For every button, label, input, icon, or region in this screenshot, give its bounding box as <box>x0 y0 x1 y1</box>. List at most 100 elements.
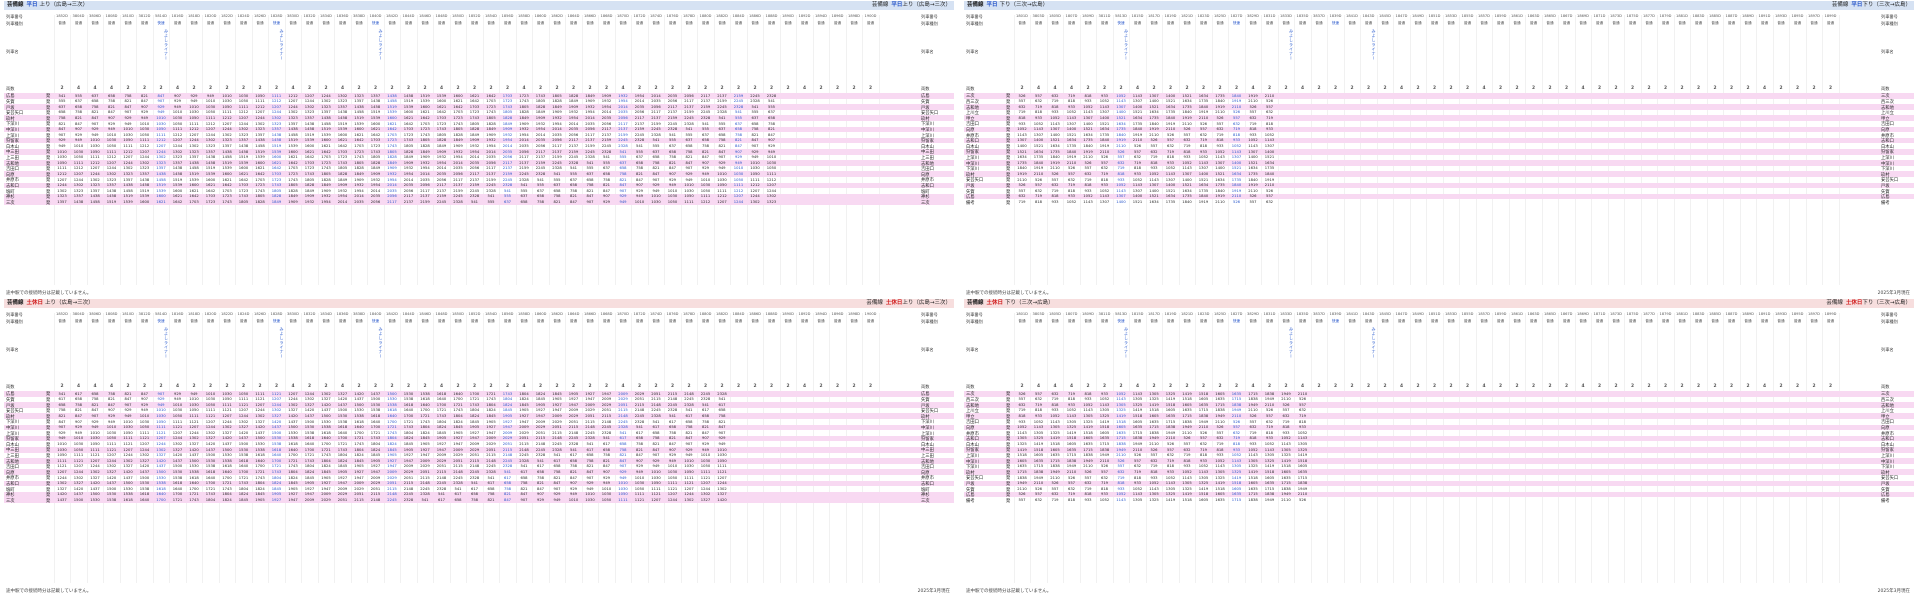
train-type: 普通 <box>1084 319 1092 323</box>
time-cell: 541 <box>767 99 776 104</box>
time-cell: 1030 <box>222 99 232 104</box>
station-name: 戸坂 <box>966 183 975 189</box>
car-count: 2 <box>1548 86 1552 91</box>
time-cell: 1050 <box>618 492 628 497</box>
time-cell: 1400 <box>1264 149 1275 154</box>
time-cell: 1305 <box>1182 481 1192 486</box>
time-cell: 2137 <box>519 160 529 165</box>
car-count: 2 <box>1812 86 1816 91</box>
time-cell: 1111 <box>172 419 183 424</box>
car-count: 2 <box>1119 384 1123 389</box>
time-cell: 1207 <box>667 492 678 497</box>
time-cell: 557 <box>1249 419 1257 424</box>
time-cell: 1743 <box>420 132 430 137</box>
time-cell: 1530 <box>238 447 249 452</box>
time-cell: 1634 <box>1017 155 1027 160</box>
time-cell: 949 <box>586 486 594 491</box>
time-cell: 1721 <box>222 481 232 486</box>
time-cell: 1458 <box>354 110 364 115</box>
train-number: 1807D <box>1065 312 1078 316</box>
train-number: 5814D <box>155 14 167 18</box>
time-cell: 1419 <box>1116 414 1126 418</box>
time-cell: 1207 <box>123 155 133 160</box>
time-cell: 1419 <box>1281 458 1291 463</box>
time-cell: 1050 <box>238 391 249 396</box>
car-count: 2 <box>423 86 427 91</box>
train-type: 普通 <box>1298 21 1307 25</box>
time-cell: 1325 <box>1149 397 1159 402</box>
time-cell: 1905 <box>502 414 513 418</box>
time-cell: 2009 <box>618 391 628 396</box>
time-cell: 2115 <box>585 419 595 424</box>
time-cell: 1621 <box>354 132 364 137</box>
time-cell: 907 <box>701 160 710 165</box>
time-cell: 541 <box>437 492 446 497</box>
time-cell: 1307 <box>1165 177 1176 182</box>
time-cell: 1635 <box>1297 470 1308 474</box>
time-cell: 2328 <box>634 138 645 143</box>
time-cell: 1400 <box>1198 172 1209 176</box>
time-cell: 933 <box>1199 458 1208 463</box>
time-cell: 1642 <box>189 194 199 199</box>
car-count: 4 <box>1251 86 1255 91</box>
time-cell: 929 <box>652 458 660 463</box>
time-cell: 1323 <box>172 155 183 160</box>
time-cell: 758 <box>602 453 611 458</box>
time-cell: 847 <box>58 419 66 424</box>
time-cell: 1143 <box>1050 121 1060 126</box>
time-cell: 1307 <box>1050 127 1060 132</box>
row-label-right: 列車名 <box>921 49 934 54</box>
time-cell: 1030 <box>717 453 727 458</box>
car-count: 2 <box>1102 384 1107 389</box>
time-cell: 821 <box>74 408 83 413</box>
time-cell: 1437 <box>337 402 348 407</box>
time-cell: 1634 <box>1165 104 1176 109</box>
time-cell: 632 <box>1199 132 1208 137</box>
time-cell: 1635 <box>1149 419 1159 424</box>
time-cell: 719 <box>1133 160 1142 165</box>
time-cell: 526 <box>1298 397 1307 402</box>
time-cell: 1052 <box>1264 132 1275 137</box>
time-cell: 949 <box>751 155 759 160</box>
time-cell: 1052 <box>1116 391 1126 396</box>
time-cell: 758 <box>652 160 660 165</box>
time-cell: 1618 <box>288 442 298 446</box>
train-type: 普通 <box>437 21 446 25</box>
time-cell: 557 <box>1018 188 1026 193</box>
time-cell: 632 <box>1084 172 1092 176</box>
express-name: みよしライナー <box>378 29 384 61</box>
time-cell: 617 <box>487 481 495 486</box>
time-cell: 557 <box>1199 127 1208 132</box>
time-cell: 1143 <box>1165 481 1176 486</box>
time-cell: 1244 <box>73 470 84 474</box>
time-cell: 1010 <box>634 475 645 480</box>
station-name: 志和口 <box>966 139 979 145</box>
train-type: 普通 <box>1546 21 1554 25</box>
time-cell: 1927 <box>420 447 430 452</box>
time-cell: 1143 <box>1132 183 1143 188</box>
time-cell: 1111 <box>106 442 117 446</box>
departure-mark: 発 <box>1006 189 1011 195</box>
time-cell: 1642 <box>337 144 348 148</box>
time-cell: 1634 <box>1132 116 1143 120</box>
time-cell: 541 <box>701 402 710 407</box>
time-cell: 758 <box>602 177 611 182</box>
time-cell: 847 <box>685 160 693 165</box>
time-cell: 1521 <box>1132 110 1143 115</box>
time-cell: 821 <box>718 419 726 424</box>
row-stripe <box>4 497 954 503</box>
train-type: 普通 <box>1760 319 1769 323</box>
time-cell: 821 <box>635 172 644 176</box>
day-type: 土休日 <box>986 300 1004 306</box>
train-number: 1831D <box>1263 312 1276 316</box>
time-cell: 1010 <box>156 408 166 413</box>
time-cell: 821 <box>553 475 561 480</box>
time-cell: 1828 <box>502 116 513 120</box>
time-cell: 541 <box>58 391 66 396</box>
car-count: 4 <box>1581 384 1585 389</box>
train-number: 1887D <box>1725 312 1738 316</box>
time-cell: 1949 <box>1165 430 1176 435</box>
time-cell: 1305 <box>1264 453 1275 458</box>
train-number: 1807D <box>1065 14 1078 18</box>
time-cell: 719 <box>1100 481 1109 486</box>
